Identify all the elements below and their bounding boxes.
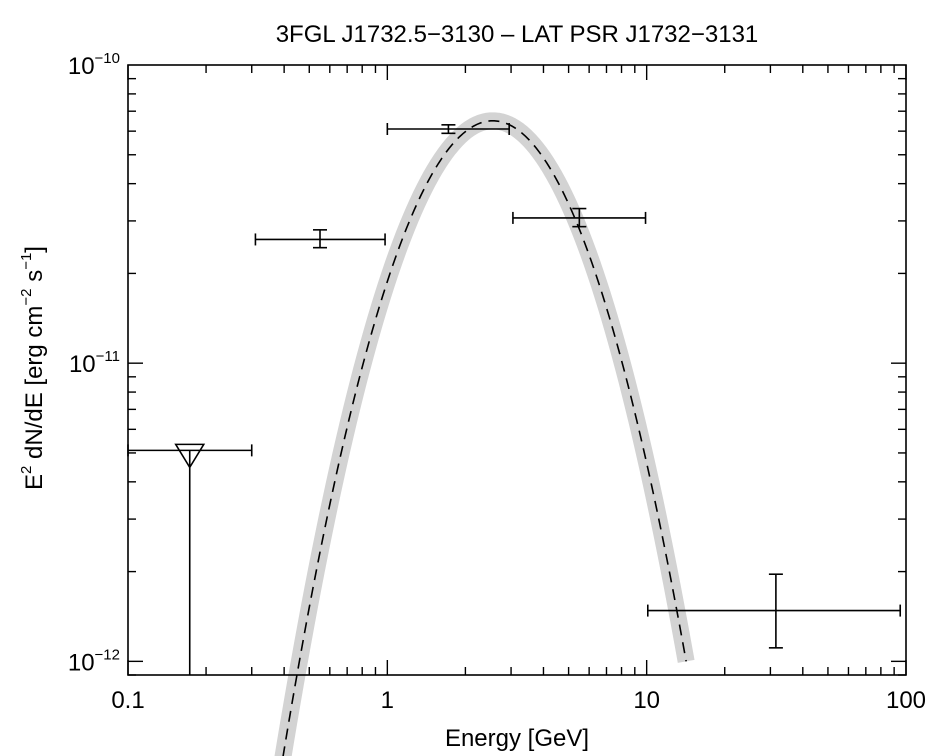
x-axis-label: Energy [GeV]	[445, 725, 589, 752]
data-point-5	[646, 573, 902, 649]
x-tick-label: 0.1	[111, 687, 144, 714]
model-layer	[274, 112, 695, 756]
y-tick-label: 10−12	[68, 646, 120, 676]
data-points-layer	[127, 123, 902, 675]
upper-limit-marker	[174, 443, 206, 469]
x-tick-label: 100	[886, 687, 926, 714]
data-point-4	[512, 207, 647, 228]
x-tick-label: 1	[381, 687, 394, 714]
x-tick-label: 10	[633, 687, 660, 714]
data-point-2	[254, 229, 386, 249]
y-tick-label: 10−11	[69, 348, 120, 378]
y-axis-label: E2 dN/dE [erg cm−2 s−1]	[18, 246, 48, 490]
plot-frame	[127, 64, 907, 676]
model-curve	[282, 120, 687, 756]
data-point-1	[127, 443, 253, 675]
axes-layer: 0.1 1 10 100 10−12 10−11 10−10	[68, 50, 926, 714]
data-point-3	[386, 123, 510, 136]
chart-title: 3FGL J1732.5−3130 – LAT PSR J1732−3131	[276, 21, 759, 48]
y-tick-label: 10−10	[68, 50, 120, 80]
